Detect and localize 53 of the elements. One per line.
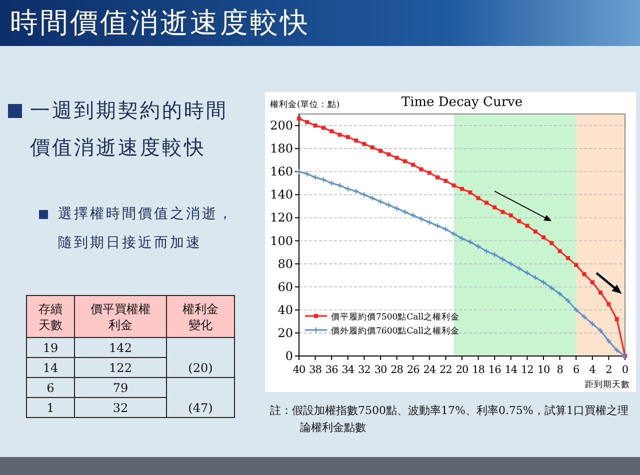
text: (47) xyxy=(166,378,234,418)
y-tick-label: 40 xyxy=(278,302,293,317)
text: 1 xyxy=(26,398,74,418)
text: (20) xyxy=(166,338,234,378)
x-tick-label: 36 xyxy=(325,364,339,376)
x-tick-label: 0 xyxy=(622,364,628,376)
x-tick-label: 6 xyxy=(573,364,580,376)
y-tick-label: 80 xyxy=(278,256,293,271)
x-tick-label: 10 xyxy=(537,364,550,376)
x-axis-title: 距到期天數 xyxy=(585,379,630,390)
y-tick-label: 60 xyxy=(278,280,293,294)
x-tick-label: 2 xyxy=(606,364,612,376)
y-tick-label: 180 xyxy=(270,142,293,156)
text: 選擇權時間價值之消逝，隨到期日接近而加速 xyxy=(58,205,235,253)
text: 6 xyxy=(26,378,74,398)
x-tick-label: 18 xyxy=(472,364,484,376)
x-tick-label: 30 xyxy=(374,364,387,376)
x-tick-label: 8 xyxy=(556,364,563,376)
x-tick-label: 28 xyxy=(390,364,403,376)
text: 註：假設加權指數7500點、波動率17%、利率0.75%，試算1口買權之理論權利金點數 xyxy=(270,403,630,436)
text: 79 xyxy=(74,378,166,398)
x-tick-label: 38 xyxy=(309,364,322,376)
x-tick-label: 20 xyxy=(456,364,468,376)
x-tick-label: 12 xyxy=(521,364,534,376)
x-tick-label: 16 xyxy=(488,364,502,376)
x-tick-label: 26 xyxy=(406,364,420,376)
text: 19 xyxy=(26,338,74,358)
text: 時間價值消逝速度較快 xyxy=(10,5,310,41)
text: 一週到期契約的時間價值消逝速度較快 xyxy=(30,97,229,161)
x-tick-label: 24 xyxy=(423,364,436,376)
y-tick-label: 120 xyxy=(270,210,293,225)
text: 價平買權權利金 xyxy=(74,296,166,338)
text: 存續天數 xyxy=(26,296,74,338)
text: 142 xyxy=(74,338,166,358)
chart-title: Time Decay Curve xyxy=(401,95,523,110)
y-tick-label: 160 xyxy=(270,164,293,179)
y-tick-label: 0 xyxy=(285,349,293,363)
x-tick-label: 4 xyxy=(589,364,596,376)
x-tick-label: 14 xyxy=(504,364,518,376)
y-tick-label: 200 xyxy=(270,118,293,133)
legend-label: 價平履約價7500點Call之權利金 xyxy=(331,312,460,322)
text: 32 xyxy=(74,398,166,418)
y-tick-label: 100 xyxy=(270,234,293,248)
text: 權利金變化 xyxy=(166,296,234,338)
text: 122 xyxy=(74,358,166,378)
legend-label: 價外履約價7600點Call之權利金 xyxy=(331,326,460,336)
y-tick-label: 20 xyxy=(278,326,293,340)
y-axis-title: 權利金(單位：點) xyxy=(270,99,340,110)
x-tick-label: 22 xyxy=(440,364,452,376)
y-tick-label: 140 xyxy=(270,188,293,202)
x-tick-label: 40 xyxy=(292,364,306,376)
x-tick-label: 32 xyxy=(358,364,370,376)
x-tick-label: 34 xyxy=(342,364,355,376)
